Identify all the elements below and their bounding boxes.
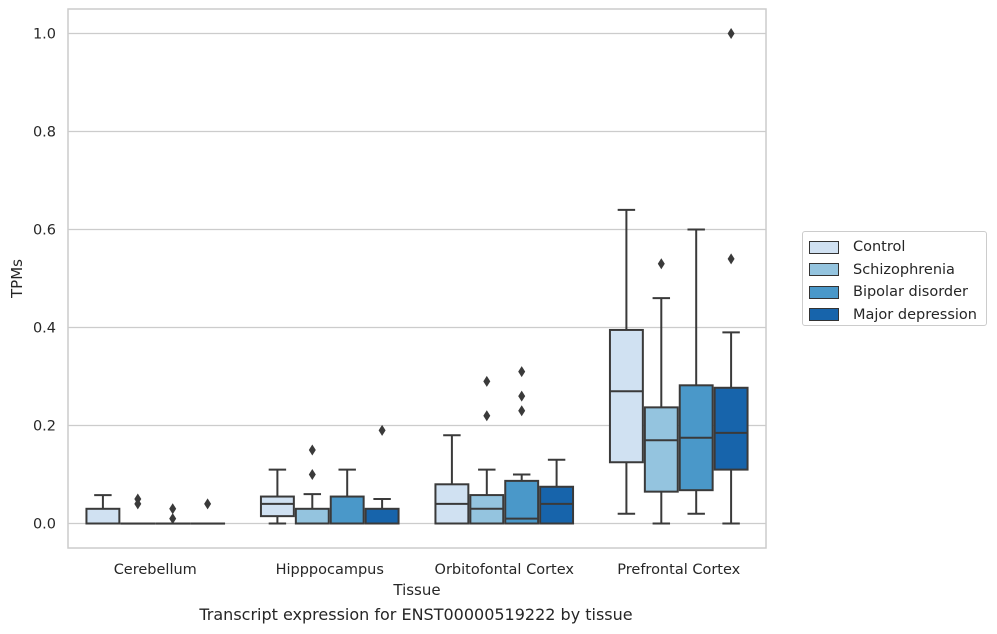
- outlier-point: [483, 375, 491, 387]
- y-tick-label: 0.4: [33, 321, 56, 337]
- plot-frame: [67, 8, 767, 549]
- legend-item: Schizophrenia: [809, 259, 986, 282]
- box-body: [608, 328, 644, 464]
- box-body: [539, 485, 575, 525]
- box-1-3: [364, 424, 400, 525]
- box-2-3: [539, 458, 575, 525]
- outlier-point: [308, 469, 316, 480]
- legend: Control Schizophrenia Bipolar disorder M…: [802, 231, 987, 326]
- outlier-point: [483, 410, 491, 422]
- legend-label: Schizophrenia: [853, 261, 955, 278]
- figure-caption: Transcript expression for ENST0000051922…: [199, 605, 633, 624]
- legend-item: Control: [809, 236, 986, 259]
- legend-swatch-control: [809, 240, 839, 254]
- box-2-0: [434, 434, 470, 525]
- legend-label: Major depression: [853, 306, 977, 323]
- box-body: [259, 495, 295, 518]
- box-body: [329, 495, 365, 525]
- y-tick-label: 0.2: [33, 419, 56, 435]
- legend-item: Major depression: [809, 304, 986, 327]
- y-tick-label: 0.8: [33, 125, 56, 141]
- outlier-point: [518, 366, 526, 378]
- outlier-point: [204, 498, 212, 510]
- outlier-point: [378, 424, 386, 436]
- boxes-layer: [85, 28, 749, 525]
- box-1-1: [294, 444, 330, 525]
- legend-label: Control: [853, 239, 906, 256]
- box-body: [85, 507, 121, 525]
- box-3-0: [608, 208, 644, 515]
- outlier-point: [169, 513, 177, 525]
- legend-item: Bipolar disorder: [809, 281, 986, 304]
- tick-labels: 0.0 0.2 0.4 0.6 0.8 1.0 Cerebellum Hipppocampus…: [33, 27, 741, 579]
- box-2-2: [504, 366, 540, 525]
- x-tick-label: Cerebellum: [114, 562, 197, 578]
- outlier-point: [727, 28, 735, 39]
- x-tick-label: Prefrontal Cortex: [617, 562, 740, 578]
- y-axis-label: TPMs: [8, 259, 26, 299]
- legend-label: Bipolar disorder: [853, 284, 968, 301]
- y-tick-label: 1.0: [33, 27, 56, 43]
- legend-swatch-schizophrenia: [809, 263, 839, 277]
- box-3-2: [678, 228, 714, 515]
- box-body: [643, 406, 679, 493]
- box-3-1: [643, 258, 679, 525]
- box-body: [713, 386, 749, 471]
- outlier-point: [308, 444, 316, 456]
- outlier-point: [169, 503, 177, 515]
- x-tick-label: Orbitofontal Cortex: [435, 562, 575, 578]
- y-tick-label: 0.6: [33, 223, 56, 239]
- outlier-point: [657, 258, 665, 270]
- outlier-point: [727, 253, 735, 265]
- y-tick-label: 0.0: [33, 517, 56, 533]
- outlier-point: [134, 498, 142, 510]
- box-0-3: [190, 498, 226, 525]
- box-0-2: [155, 503, 191, 525]
- outlier-point: [518, 405, 526, 417]
- x-tick-label: Hipppocampus: [276, 562, 384, 578]
- box-1-2: [329, 468, 365, 525]
- box-3-3: [713, 28, 749, 525]
- grid-lines: [68, 32, 766, 525]
- legend-swatch-bipolar: [809, 285, 839, 299]
- box-0-0: [85, 494, 121, 525]
- x-axis-label: Tissue: [392, 581, 440, 599]
- box-body: [504, 479, 540, 525]
- box-body: [294, 507, 330, 525]
- outlier-point: [518, 390, 526, 402]
- legend-swatch-major-depression: [809, 308, 839, 322]
- box-0-1: [120, 493, 156, 525]
- box-1-0: [259, 468, 295, 525]
- box-body: [364, 507, 400, 525]
- box-2-1: [469, 375, 505, 525]
